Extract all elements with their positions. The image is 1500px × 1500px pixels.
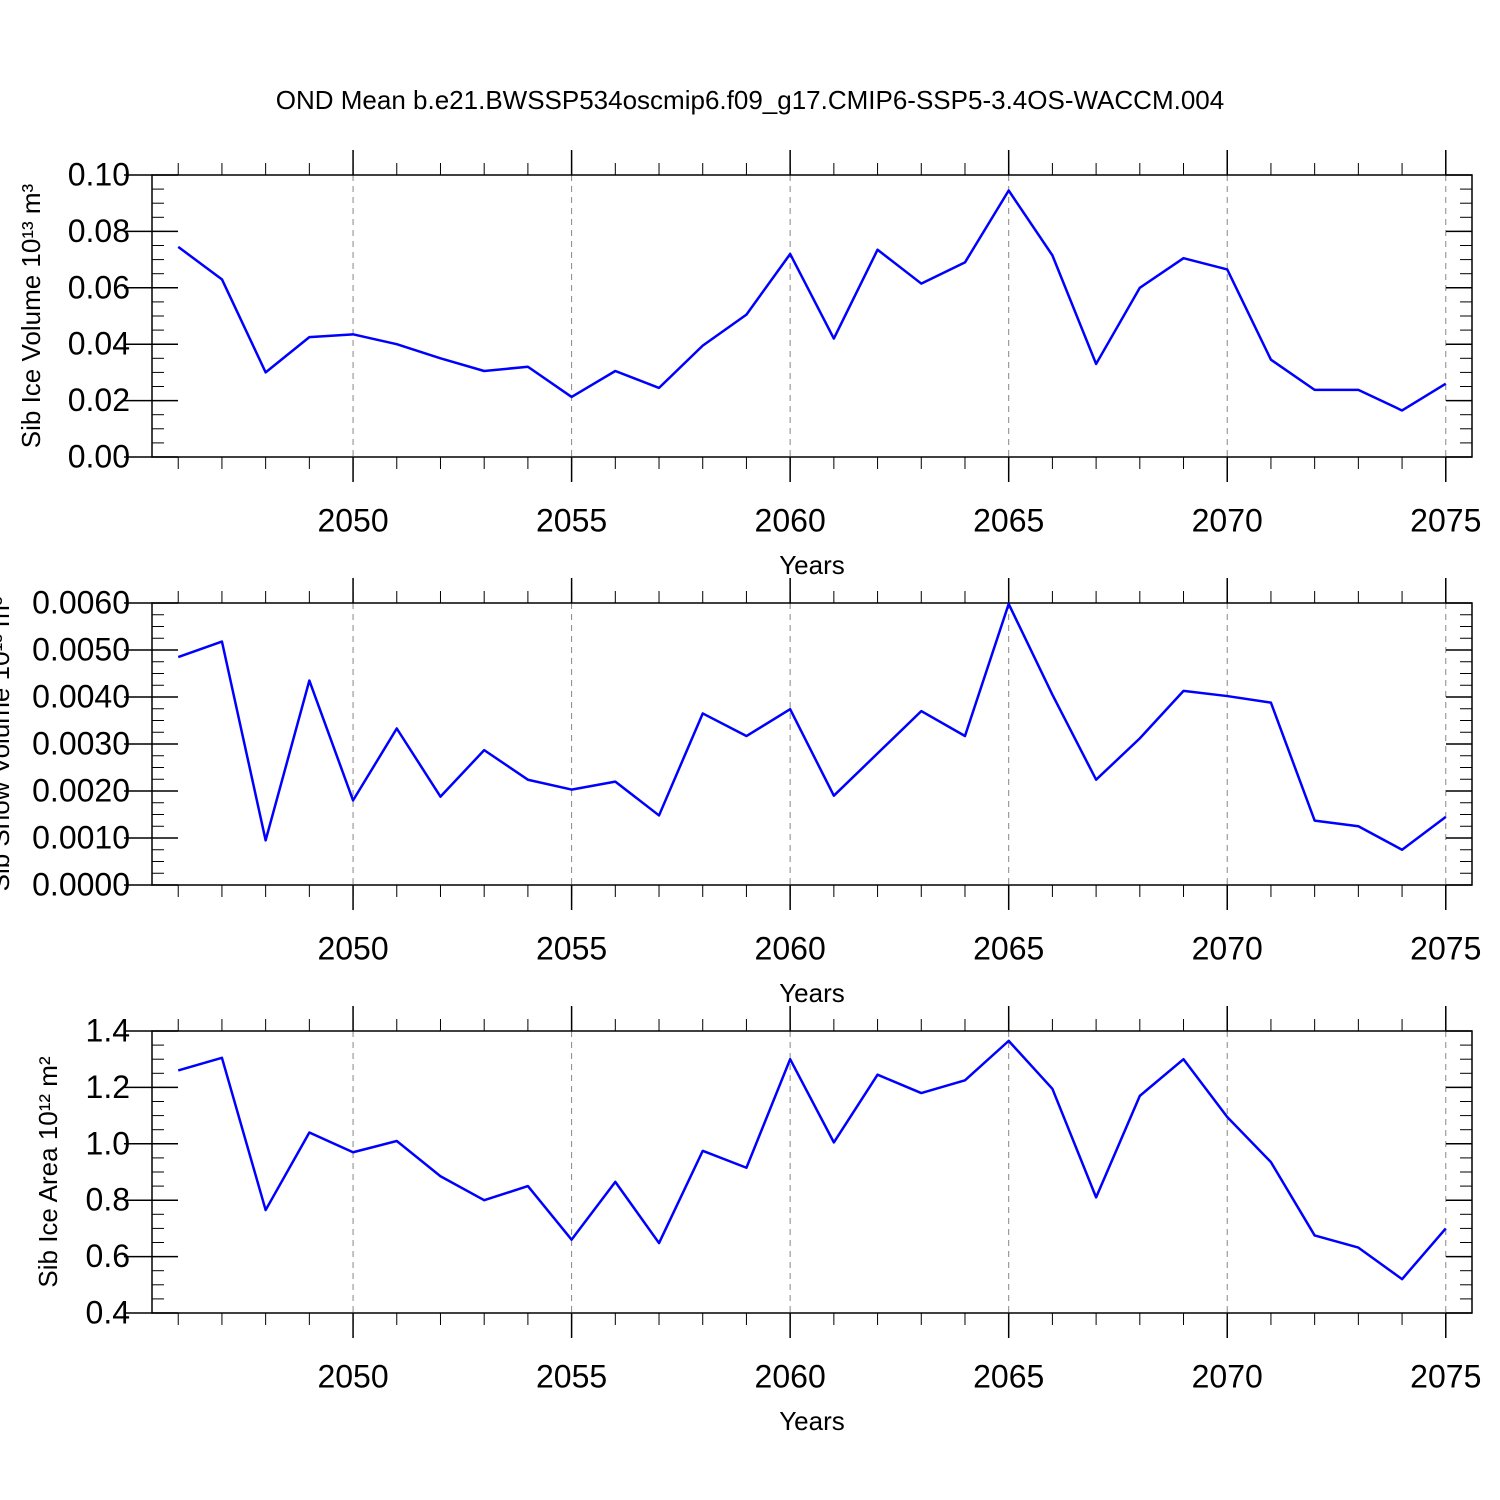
y-tick-label: 0.0060: [32, 584, 130, 620]
y-tick-label: 0.06: [68, 269, 130, 305]
y-axis-label: Sib Ice Volume 10¹³ m³: [16, 183, 46, 448]
x-tick-label: 2075: [1410, 502, 1481, 538]
y-tick-label: 0.6: [86, 1238, 130, 1274]
y-tick-label: 0.0010: [32, 819, 130, 855]
y-tick-label: 0.0040: [32, 678, 130, 714]
x-tick-label: 2050: [317, 930, 388, 966]
y-tick-label: 1.4: [86, 1012, 130, 1048]
y-tick-label: 0.4: [86, 1294, 130, 1330]
data-line: [177, 602, 1447, 851]
x-tick-label: 2055: [536, 930, 607, 966]
y-tick-label: 1.2: [86, 1069, 130, 1105]
x-tick-label: 2065: [973, 930, 1044, 966]
y-tick-label: 0.02: [68, 382, 130, 418]
plot-frame: [151, 174, 1473, 458]
y-tick-label: 0.00: [68, 438, 130, 474]
x-tick-label: 2070: [1192, 502, 1263, 538]
plot-frame: [151, 1030, 1473, 1314]
x-axis-label: Years: [779, 1406, 845, 1436]
x-tick-label: 2065: [973, 502, 1044, 538]
y-axis-label: Sib Snow Volume 10¹³ m³: [0, 596, 15, 891]
x-tick-label: 2060: [755, 930, 826, 966]
x-tick-label: 2050: [317, 502, 388, 538]
x-tick-label: 2060: [755, 1358, 826, 1394]
y-axis-label: Sib Ice Area 10¹² m²: [33, 1056, 63, 1288]
y-tick-label: 1.0: [86, 1125, 130, 1161]
y-tick-label: 0.08: [68, 213, 130, 249]
x-axis-label: Years: [779, 550, 845, 580]
chart-title: OND Mean b.e21.BWSSP534oscmip6.f09_g17.C…: [276, 85, 1224, 115]
x-tick-label: 2075: [1410, 930, 1481, 966]
y-tick-label: 0.10: [68, 156, 130, 192]
x-tick-label: 2065: [973, 1358, 1044, 1394]
y-tick-label: 0.0000: [32, 866, 130, 902]
y-tick-label: 0.8: [86, 1182, 130, 1218]
x-tick-label: 2070: [1192, 1358, 1263, 1394]
x-axis-label: Years: [779, 978, 845, 1008]
y-tick-label: 0.0050: [32, 631, 130, 667]
y-tick-label: 0.0030: [32, 725, 130, 761]
y-tick-label: 0.04: [68, 326, 130, 362]
x-tick-label: 2060: [755, 502, 826, 538]
data-line: [177, 189, 1447, 412]
plot-frame: [151, 602, 1473, 886]
x-tick-label: 2050: [317, 1358, 388, 1394]
data-line: [177, 1039, 1447, 1281]
x-tick-label: 2075: [1410, 1358, 1481, 1394]
x-tick-label: 2070: [1192, 930, 1263, 966]
x-tick-label: 2055: [536, 1358, 607, 1394]
y-tick-label: 0.0020: [32, 772, 130, 808]
x-tick-label: 2055: [536, 502, 607, 538]
